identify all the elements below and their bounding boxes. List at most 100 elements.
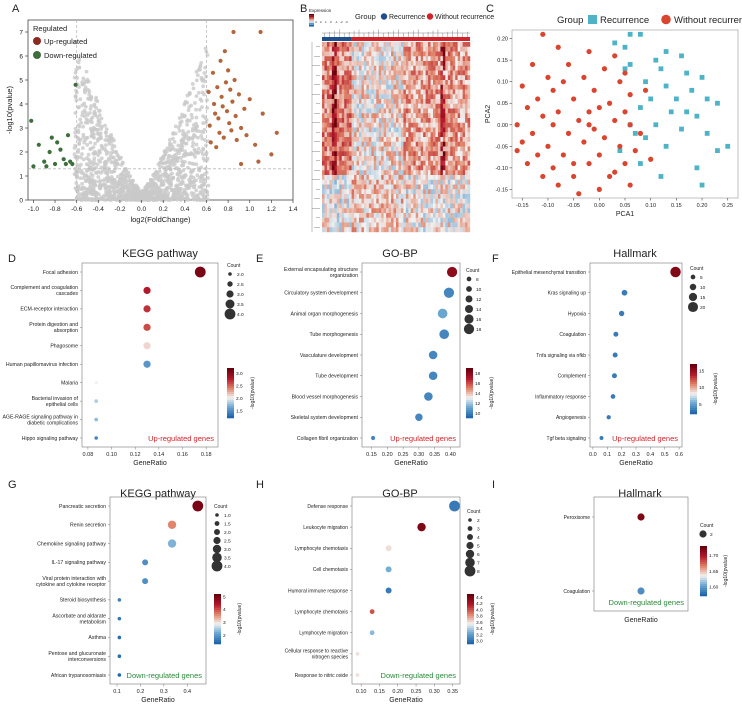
- ns-point: [187, 136, 192, 141]
- heatmap-cell: [410, 184, 414, 190]
- x-tick-label: 0.15: [671, 203, 682, 209]
- recurrence-point: [638, 31, 643, 37]
- term-label: Lymphocyte chemotaxis: [295, 546, 349, 552]
- heatmap-cell: [371, 99, 374, 104]
- heatmap-cell: [381, 127, 384, 133]
- heatmap-cell: [329, 103, 333, 109]
- ns-point: [104, 134, 109, 139]
- expression-tick: 3: [315, 20, 317, 24]
- heatmap-cell: [386, 89, 389, 95]
- heatmap-cell: [460, 203, 463, 209]
- ns-point: [77, 141, 82, 146]
- ns-point: [85, 156, 89, 161]
- heatmap-cell: [339, 179, 342, 185]
- heatmap-cell: [423, 137, 426, 142]
- heatmap-cell: [455, 217, 458, 223]
- recurrence-point: [643, 135, 648, 141]
- heatmap-cell: [450, 80, 453, 85]
- up-point: [238, 125, 244, 131]
- heatmap-cell: [361, 94, 365, 100]
- heatmap-cell: [336, 175, 340, 180]
- heatmap-cell: [388, 227, 392, 233]
- heatmap-cell: [356, 165, 360, 171]
- heatmap-cell: [418, 194, 421, 199]
- up-point: [224, 109, 230, 114]
- heatmap-cell: [425, 194, 429, 199]
- heatmap-cell: [400, 141, 404, 147]
- ns-point: [197, 107, 202, 112]
- colorbar-segment: [227, 398, 234, 401]
- without-recurrence-point: [622, 109, 628, 115]
- heatmap-cell: [346, 175, 350, 180]
- heatmap-cell: [324, 103, 328, 109]
- x-axis-label: GeneRatio: [624, 617, 658, 624]
- heatmap-cell: [356, 89, 360, 95]
- heatmap-cell: [334, 222, 337, 228]
- term-label: Lymphocyte chemotaxis: [295, 609, 349, 615]
- count-legend-label: 16: [476, 317, 482, 323]
- heatmap-cell: [467, 56, 471, 62]
- heatmap-cell: [403, 99, 407, 104]
- ns-point: [76, 184, 81, 189]
- heatmap-cell: [430, 184, 434, 190]
- heatmap-cell: [405, 94, 409, 100]
- heatmap-cell: [393, 42, 397, 47]
- heatmap-cell: [400, 198, 404, 204]
- heatmap-cell: [460, 108, 463, 114]
- heatmap-cell: [433, 132, 436, 138]
- heatmap-cell: [428, 208, 431, 214]
- heatmap-cell: [415, 132, 419, 138]
- ns-point: [199, 149, 204, 154]
- heatmap-cell: [331, 227, 335, 233]
- heatmap-cell: [363, 127, 367, 133]
- heatmap-cell: [361, 156, 365, 161]
- heatmap-cell: [440, 165, 444, 171]
- count-legend-label: 5: [477, 544, 480, 550]
- heatmap-cell: [408, 137, 411, 142]
- heatmap-cell: [383, 137, 387, 142]
- heatmap-cell: [420, 208, 424, 214]
- heatmap-cell: [460, 46, 463, 52]
- colorbar-title: -log10(pvalue): [713, 373, 719, 405]
- heatmap-cell: [329, 56, 333, 62]
- heatmap-cell: [428, 189, 431, 195]
- heatmap-cell: [371, 137, 374, 142]
- heatmap-cell: [378, 70, 382, 76]
- heatmap-cell: [450, 227, 453, 233]
- heatmap-cell: [413, 198, 416, 204]
- heatmap-cell: [447, 213, 451, 218]
- heatmap-cell: [371, 184, 374, 190]
- heatmap-cell: [408, 160, 411, 166]
- ns-point: [82, 114, 87, 119]
- heatmap-cell: [442, 189, 446, 195]
- heatmap-cell: [405, 108, 409, 114]
- heatmap-cell: [398, 146, 402, 152]
- heatmap-cell: [334, 184, 337, 190]
- heatmap-cell: [452, 103, 456, 109]
- heatmap-cell: [361, 198, 365, 204]
- heatmap-cell: [361, 118, 365, 123]
- count-legend-dot: [464, 565, 476, 577]
- heatmap-cell: [420, 222, 424, 228]
- heatmap-cell: [430, 132, 434, 138]
- heatmap-cell: [383, 189, 387, 195]
- heatmap-cell: [435, 189, 439, 195]
- ns-point: [163, 160, 168, 165]
- heatmap-cell: [447, 51, 451, 57]
- heatmap-cell: [386, 80, 389, 85]
- heatmap-cell: [465, 122, 468, 128]
- heatmap-cell: [420, 165, 424, 171]
- ns-point: [95, 114, 100, 119]
- term-dot: [143, 305, 151, 313]
- heatmap-cell: [331, 151, 335, 157]
- heatmap-cell: [351, 80, 355, 85]
- ns-point: [98, 178, 103, 183]
- ns-point: [165, 185, 170, 190]
- heatmap-cell: [403, 56, 407, 62]
- heatmap-cell: [433, 70, 436, 76]
- heatmap-cell: [326, 103, 330, 109]
- heatmap-cell: [351, 99, 355, 104]
- heatmap-cell: [408, 75, 411, 81]
- heatmap-cell: [356, 108, 360, 114]
